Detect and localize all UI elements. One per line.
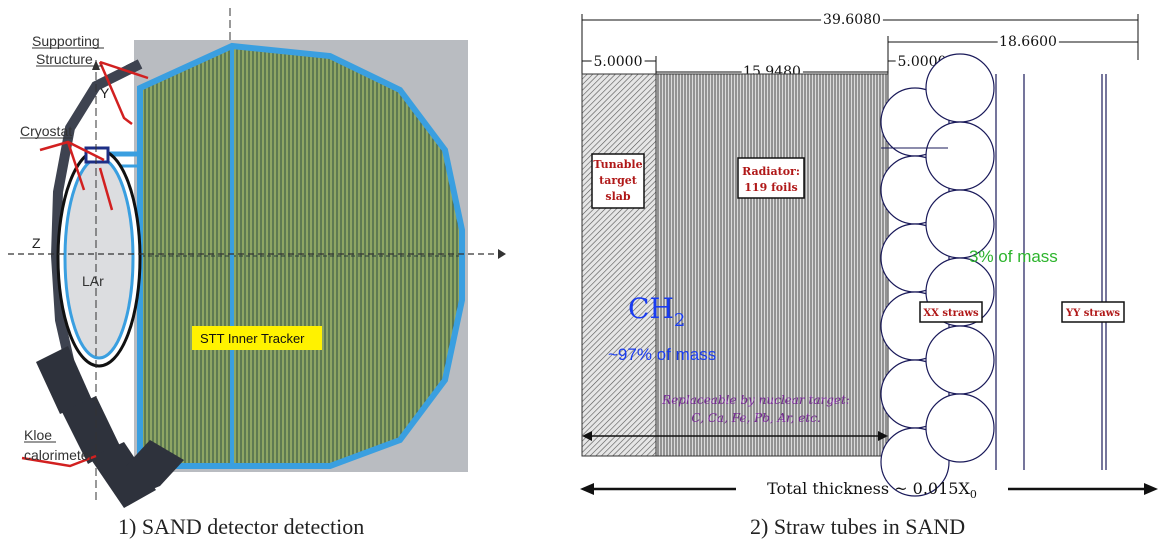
dim-target-slab: 5.0000 [594,54,643,70]
radiator-box [737,157,805,199]
xx-straws-box [919,301,983,323]
tunable-line-3: slab [605,190,630,203]
right-caption: 2) Straw tubes in SAND [750,514,966,539]
radiator-line-2: 119 foils [744,181,797,194]
yy-straws-label: YY straws [1065,308,1120,319]
straw-plane-lines [995,74,1107,470]
z-axis-arrowhead [498,249,506,259]
xx-straws-label: XX straws [923,308,979,319]
supporting-structure-label-1: Supporting [32,33,100,49]
cryostat-label: Cryostat [20,123,72,139]
z-axis-label: Z [32,235,41,251]
ch2-label: CH2 [628,292,685,331]
kloe-calorimeter-blocks [36,346,184,508]
straw-tubes-panel: 39.6080 18.6600 5.0000 15.9480 5.0000 [576,0,1162,554]
stt-label-box [192,326,322,350]
total-thickness-label: Total thickness ~ 0.015X0 [767,479,977,501]
lar-volume [63,156,135,360]
supporting-structure-label-2: Structure [36,51,93,67]
y-axis-label: Y [100,85,110,101]
sand-detector-diagram: Supporting Structure Cryostat Y Z LAr ST… [8,8,506,508]
kloe-label-2: calorimeter [24,447,94,463]
annotation-arrows [21,60,149,468]
ch2-mass-label: ~97% of mass [608,345,716,364]
dim-straw-region: 18.6600 [999,34,1057,50]
tunable-line-1: Tunable [593,158,642,171]
straw-tubes-diagram: 39.6080 18.6600 5.0000 15.9480 5.0000 [580,9,1158,501]
radiator-line-1: Radiator: [742,165,800,178]
sand-detector-panel: Supporting Structure Cryostat Y Z LAr ST… [0,0,560,554]
cryostat-neck [84,146,110,164]
stt-label: STT Inner Tracker [200,331,305,346]
y-axis-arrowhead [92,60,100,70]
kloe-label-1: Kloe [24,427,52,443]
stt-tracker-body [140,46,462,466]
straw-mass-label: 3% of mass [969,247,1058,266]
left-caption: 1) SAND detector detection [118,514,365,539]
lar-label: LAr [82,273,104,289]
replaceable-line-2: C, Ca, Fe, Pb, Ar, etc. [691,411,820,425]
target-slab-region [581,73,657,457]
tunable-box [591,153,645,209]
radiator-region [655,73,889,457]
yy-straws-box [1061,301,1125,323]
dim-total: 39.6080 [823,12,881,28]
replaceable-line-1: Replaceable by nuclear target: [661,393,850,407]
straw-tubes [880,53,995,497]
tunable-line-2: target [599,174,638,187]
